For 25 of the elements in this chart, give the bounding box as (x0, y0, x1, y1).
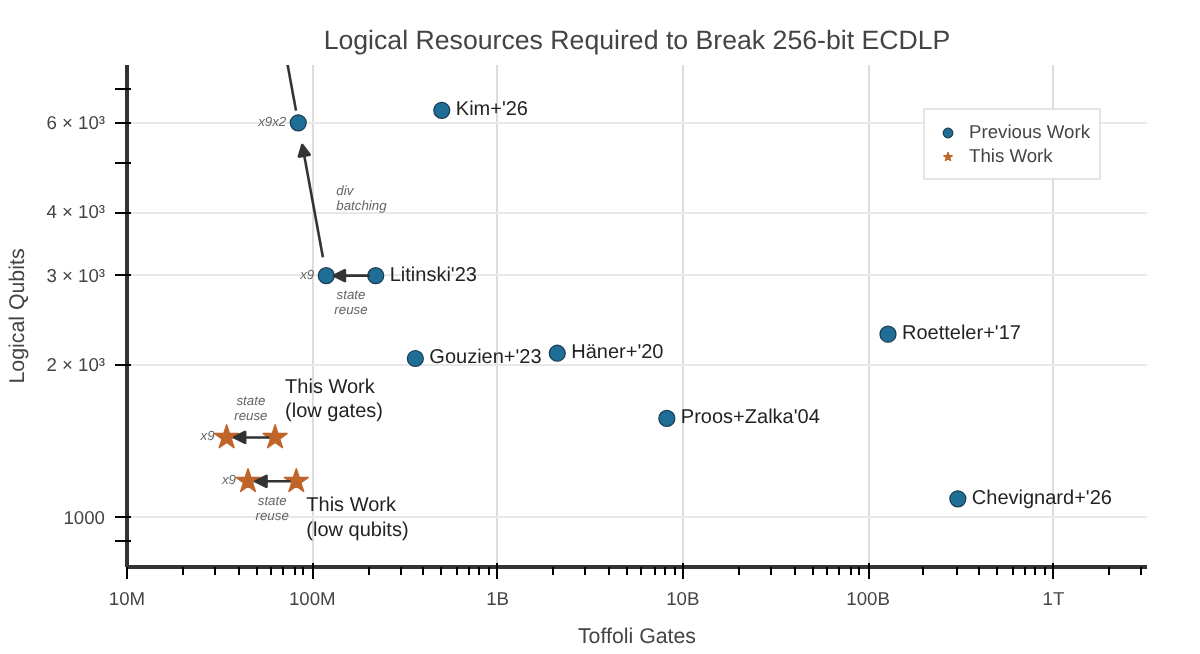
annotation: Roetteler+'17 (901, 323, 1022, 346)
x-tick-label: 100M (288, 589, 336, 609)
y-tick-label: 3 × 10³ (46, 265, 106, 286)
legend-label: Previous Work (969, 122, 1090, 142)
annotation: Proos+Zalka'04 (680, 407, 821, 430)
annotation: Häner+'20 (571, 342, 665, 365)
y-tick-label: 6 × 10³ (46, 112, 106, 133)
x-tick-label: 1T (1042, 589, 1065, 609)
y-tick-label: 2 × 10³ (46, 355, 106, 376)
chart-title: Logical Resources Required to Break 256-bit ECDLP (323, 25, 951, 55)
x-tick-label: 10M (108, 589, 146, 609)
legend-label: This Work (969, 146, 1053, 166)
annotation: This Work (low gates) (285, 377, 383, 424)
x-tick-label: 10B (666, 589, 700, 609)
annotation: Litinski'23 (389, 264, 478, 287)
annotation: Chevignard+'26 (971, 487, 1113, 510)
annotation: Kim+'26 (455, 99, 529, 122)
annotation: This Work (low qubits) (306, 495, 409, 542)
annotation: Gouzien+'23 (429, 347, 543, 370)
x-axis-title: Toffoli Gates (577, 625, 697, 649)
x-tick-label: 100B (846, 589, 890, 609)
y-tick-label: 1000 (63, 507, 106, 528)
y-axis-title: Logical Qubits (6, 248, 31, 384)
x-tick-label: 1B (486, 589, 509, 609)
y-tick-label: 4 × 10³ (46, 202, 106, 223)
